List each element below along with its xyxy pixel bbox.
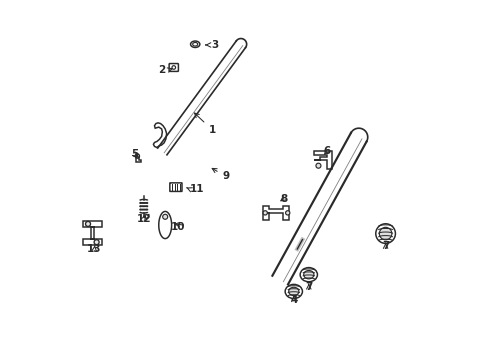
Text: 4: 4 [289,295,297,305]
Ellipse shape [375,224,395,243]
Circle shape [263,211,267,215]
Text: 5: 5 [131,149,138,159]
Polygon shape [263,206,288,220]
Circle shape [163,214,167,219]
Ellipse shape [379,227,391,240]
Circle shape [315,163,320,168]
Text: 12: 12 [136,213,151,224]
Text: 8: 8 [280,194,287,203]
Text: 7: 7 [305,282,312,292]
Text: 10: 10 [171,222,185,232]
Ellipse shape [303,270,313,279]
Polygon shape [159,211,171,239]
Circle shape [285,211,289,215]
Text: 2: 2 [158,65,165,75]
Circle shape [85,221,90,226]
Polygon shape [153,123,166,148]
Polygon shape [135,157,141,162]
Text: 9: 9 [212,168,229,181]
Text: 1: 1 [194,113,216,135]
FancyBboxPatch shape [169,183,182,192]
Text: 13: 13 [87,244,102,253]
Text: 3: 3 [211,40,219,50]
Ellipse shape [300,267,317,282]
Polygon shape [313,152,331,169]
FancyBboxPatch shape [169,64,178,71]
Polygon shape [83,221,102,245]
Ellipse shape [288,287,298,296]
Circle shape [94,240,99,245]
Ellipse shape [285,284,302,298]
Text: 7: 7 [381,241,388,251]
Text: 11: 11 [190,184,204,194]
Text: 6: 6 [323,147,329,157]
Ellipse shape [190,41,200,48]
